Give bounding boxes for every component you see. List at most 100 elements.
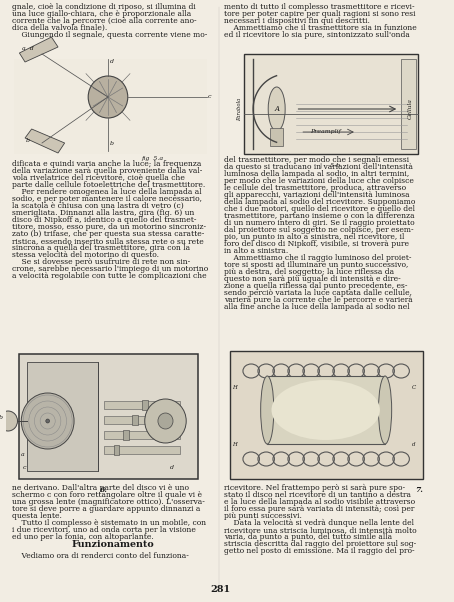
Ellipse shape: [271, 380, 380, 440]
Text: Funzionamento: Funzionamento: [71, 540, 154, 549]
Text: striscia descritta dal raggio del proiettore sul sog-: striscia descritta dal raggio del proiet…: [224, 540, 416, 548]
Text: varia, da punto a punto, del tutto simile alla: varia, da punto a punto, del tutto simil…: [224, 533, 392, 541]
Text: questo non sarà più uguale di intensità e dire-: questo non sarà più uguale di intensità …: [224, 275, 401, 283]
Text: stessa velocità del motorino di questo.: stessa velocità del motorino di questo.: [12, 251, 159, 259]
Text: tore per poter capire per quali ragioni si sono resi: tore per poter capire per quali ragioni …: [224, 10, 415, 18]
Bar: [401, 59, 416, 149]
Text: smerigliata. Dinnanzi alla lastra, gira (fig. 6) un: smerigliata. Dinnanzi alla lastra, gira …: [12, 209, 194, 217]
Text: H: H: [232, 385, 237, 390]
Ellipse shape: [268, 87, 285, 131]
Bar: [104, 431, 180, 439]
Text: 7.: 7.: [415, 486, 423, 494]
Text: Se si dovesse però usufruire di rete non sin-: Se si dovesse però usufruire di rete non…: [12, 258, 190, 266]
Bar: [270, 128, 283, 146]
Text: della variazione sarà quella proveniente dalla val-: della variazione sarà quella proveniente…: [12, 167, 202, 175]
Polygon shape: [25, 129, 64, 153]
Text: mento di tutto il complesso trasmettitore e ricevi-: mento di tutto il complesso trasmettitor…: [224, 3, 415, 11]
Text: zione a quella riflessa dal punto precedente, es-: zione a quella riflessa dal punto preced…: [224, 282, 407, 290]
Text: c: c: [208, 93, 212, 99]
Text: gli apparecchi, variazioni dell'intensità luminosa: gli apparecchi, variazioni dell'intensit…: [224, 191, 410, 199]
Text: per modo che le variazioni della luce che colpisce: per modo che le variazioni della luce ch…: [224, 177, 414, 185]
Text: crone, sarebbe necessario l'impiego di un motorino: crone, sarebbe necessario l'impiego di u…: [12, 265, 208, 273]
Text: sodio, e per poter mantenere il calore necessario,: sodio, e per poter mantenere il calore n…: [12, 195, 202, 203]
Text: di un numero intero di giri. Se il raggio proiettato: di un numero intero di giri. Se il raggi…: [224, 219, 415, 227]
Ellipse shape: [88, 76, 128, 118]
Text: ricevitore. Nel frattempo però si sarà pure spo-: ricevitore. Nel frattempo però si sarà p…: [224, 484, 405, 492]
Bar: [104, 401, 180, 409]
Text: |    5.b: | 5.b: [321, 163, 340, 169]
Text: varierà pure la corrente che le percorre e varierà: varierà pure la corrente che le percorre…: [224, 296, 413, 304]
Text: una grossa lente (magnificatore ottico). L'osserva-: una grossa lente (magnificatore ottico).…: [12, 498, 205, 506]
Text: della lampada al sodio del ricevitore. Supponiamo: della lampada al sodio del ricevitore. S…: [224, 198, 415, 206]
Text: del trasmettitore, per modo che i segnali emessi: del trasmettitore, per modo che i segnal…: [224, 156, 409, 164]
Text: il foro essa pure sarà variata di intensità; così per: il foro essa pure sarà variata di intens…: [224, 505, 415, 513]
Text: Cellula: Cellula: [408, 99, 413, 119]
Text: Vediamo ora di renderci conto del funziona-: Vediamo ora di renderci conto del funzio…: [12, 552, 189, 560]
Text: schermo c con foro rettangolare oltre il quale vi è: schermo c con foro rettangolare oltre il…: [12, 491, 202, 499]
Text: d: d: [110, 59, 114, 64]
Text: luminosa della lampada al sodio, in altri termini,: luminosa della lampada al sodio, in altr…: [224, 170, 409, 178]
Circle shape: [0, 411, 18, 431]
Text: b: b: [26, 137, 30, 143]
Text: vola rivelatrice del ricevitore, cioè quella che: vola rivelatrice del ricevitore, cioè qu…: [12, 174, 185, 182]
Bar: [142, 400, 148, 410]
Circle shape: [145, 399, 186, 443]
Text: fig  5.a: fig 5.a: [141, 156, 163, 161]
Text: necessari i dispositivi fin qui descritti.: necessari i dispositivi fin qui descritt…: [224, 17, 370, 25]
Text: dificata e quindi varia anche la luce; la frequenza: dificata e quindi varia anche la luce; l…: [12, 160, 201, 168]
Text: disco di Nipkoff a, identico a quello del trasmet-: disco di Nipkoff a, identico a quello de…: [12, 216, 196, 224]
Text: zato (b) trifase, che per questa sua stessa caratte-: zato (b) trifase, che per questa sua ste…: [12, 230, 204, 238]
FancyBboxPatch shape: [14, 59, 207, 154]
Text: Tutto il complesso è sistemato in un mobile, con: Tutto il complesso è sistemato in un mob…: [12, 519, 206, 527]
Text: a velocità regolabile con tutte le complicazioni che: a velocità regolabile con tutte le compl…: [12, 272, 207, 280]
Bar: [104, 446, 180, 454]
Text: in alto a sinistra.: in alto a sinistra.: [224, 247, 288, 255]
Text: Preamplif: Preamplif: [310, 129, 340, 134]
Bar: [133, 415, 138, 425]
Text: più a destra, del soggetto; la luce riflessa da: più a destra, del soggetto; la luce rifl…: [224, 268, 394, 276]
Text: da questo si traducano in variazioni dell'intensità: da questo si traducano in variazioni del…: [224, 163, 413, 171]
Text: più punti successivi.: più punti successivi.: [224, 512, 302, 520]
Bar: [20, 354, 198, 479]
Text: sincrona a quella del trasmettitore, gira con la: sincrona a quella del trasmettitore, gir…: [12, 244, 190, 252]
Text: ne derivano. Dall'altra parte del disco vi è uno: ne derivano. Dall'altra parte del disco …: [12, 484, 189, 492]
Circle shape: [21, 393, 74, 449]
Circle shape: [46, 419, 49, 423]
Text: ed uno per la fonia, con altoparlante.: ed uno per la fonia, con altoparlante.: [12, 533, 153, 541]
Text: C: C: [411, 385, 416, 390]
Text: 6.: 6.: [99, 486, 108, 494]
Circle shape: [158, 413, 173, 429]
Text: le cellule del trasmettitore, produca, attraverso: le cellule del trasmettitore, produca, a…: [224, 184, 406, 192]
Text: parte dalle cellule fotoelettriche del trasmettitore.: parte dalle cellule fotoelettriche del t…: [12, 181, 205, 189]
Text: tore si deve porre a guardare appunto dinnanzi a: tore si deve porre a guardare appunto di…: [12, 505, 200, 513]
Text: 281: 281: [210, 585, 230, 594]
Text: Ammettiamo che il trasmettitore sia in funzione: Ammettiamo che il trasmettitore sia in f…: [224, 24, 417, 32]
Text: trasmettitore, partano insieme o con la differenza: trasmettitore, partano insieme o con la …: [224, 212, 415, 220]
Text: c: c: [23, 465, 27, 470]
Text: corrente che la percorre (cioè alla corrente ano-: corrente che la percorre (cioè alla corr…: [12, 17, 197, 25]
Text: Data la velocità si vedrà dunque nella lente del: Data la velocità si vedrà dunque nella l…: [224, 519, 414, 527]
Text: a: a: [21, 452, 25, 457]
Text: Giungendo il segnale, questa corrente viene mo-: Giungendo il segnale, questa corrente vi…: [12, 31, 207, 39]
Bar: [230, 351, 423, 479]
Text: tore si sposti ad illuminare un punto successivo,: tore si sposti ad illuminare un punto su…: [224, 261, 408, 269]
Text: ristica, essendo inserito sulla stessa rete o su rete: ristica, essendo inserito sulla stessa r…: [12, 237, 203, 245]
Text: pio, un punto in alto a sinistra, nel ricevitore, il: pio, un punto in alto a sinistra, nel ri…: [224, 233, 404, 241]
Text: H: H: [232, 442, 237, 447]
Text: e la luce della lampada al sodio visibile attraverso: e la luce della lampada al sodio visibil…: [224, 498, 415, 506]
Text: i due ricevitori, uno ad onda corta per la visione: i due ricevitori, uno ad onda corta per …: [12, 526, 196, 534]
Text: dal proiettore sul soggetto ne colpisce, per esem-: dal proiettore sul soggetto ne colpisce,…: [224, 226, 414, 234]
Text: titore, mosso, esso pure, da un motorino sincroniz-: titore, mosso, esso pure, da un motorino…: [12, 223, 206, 231]
Text: dica della valvola finale).: dica della valvola finale).: [12, 24, 107, 32]
Text: una luce giallo-chiara, che è proporzionale alla: una luce giallo-chiara, che è proporzion…: [12, 10, 191, 18]
Text: ed il ricevitore lo sia pure, sintonizzato sull'onda: ed il ricevitore lo sia pure, sintonizza…: [224, 31, 410, 39]
Text: gnale, cioè la condizione di riposo, si illumina di: gnale, cioè la condizione di riposo, si …: [12, 3, 196, 11]
Text: d: d: [170, 465, 174, 470]
Text: A: A: [275, 105, 280, 113]
Text: Ammettiamo che il raggio luminoso del proiet-: Ammettiamo che il raggio luminoso del pr…: [224, 254, 411, 262]
Text: a  d: a d: [22, 46, 34, 52]
Ellipse shape: [261, 376, 274, 444]
Bar: [27, 362, 98, 471]
Ellipse shape: [379, 376, 392, 444]
Text: alla fine anche la luce della lampada al sodio nel: alla fine anche la luce della lampada al…: [224, 303, 410, 311]
